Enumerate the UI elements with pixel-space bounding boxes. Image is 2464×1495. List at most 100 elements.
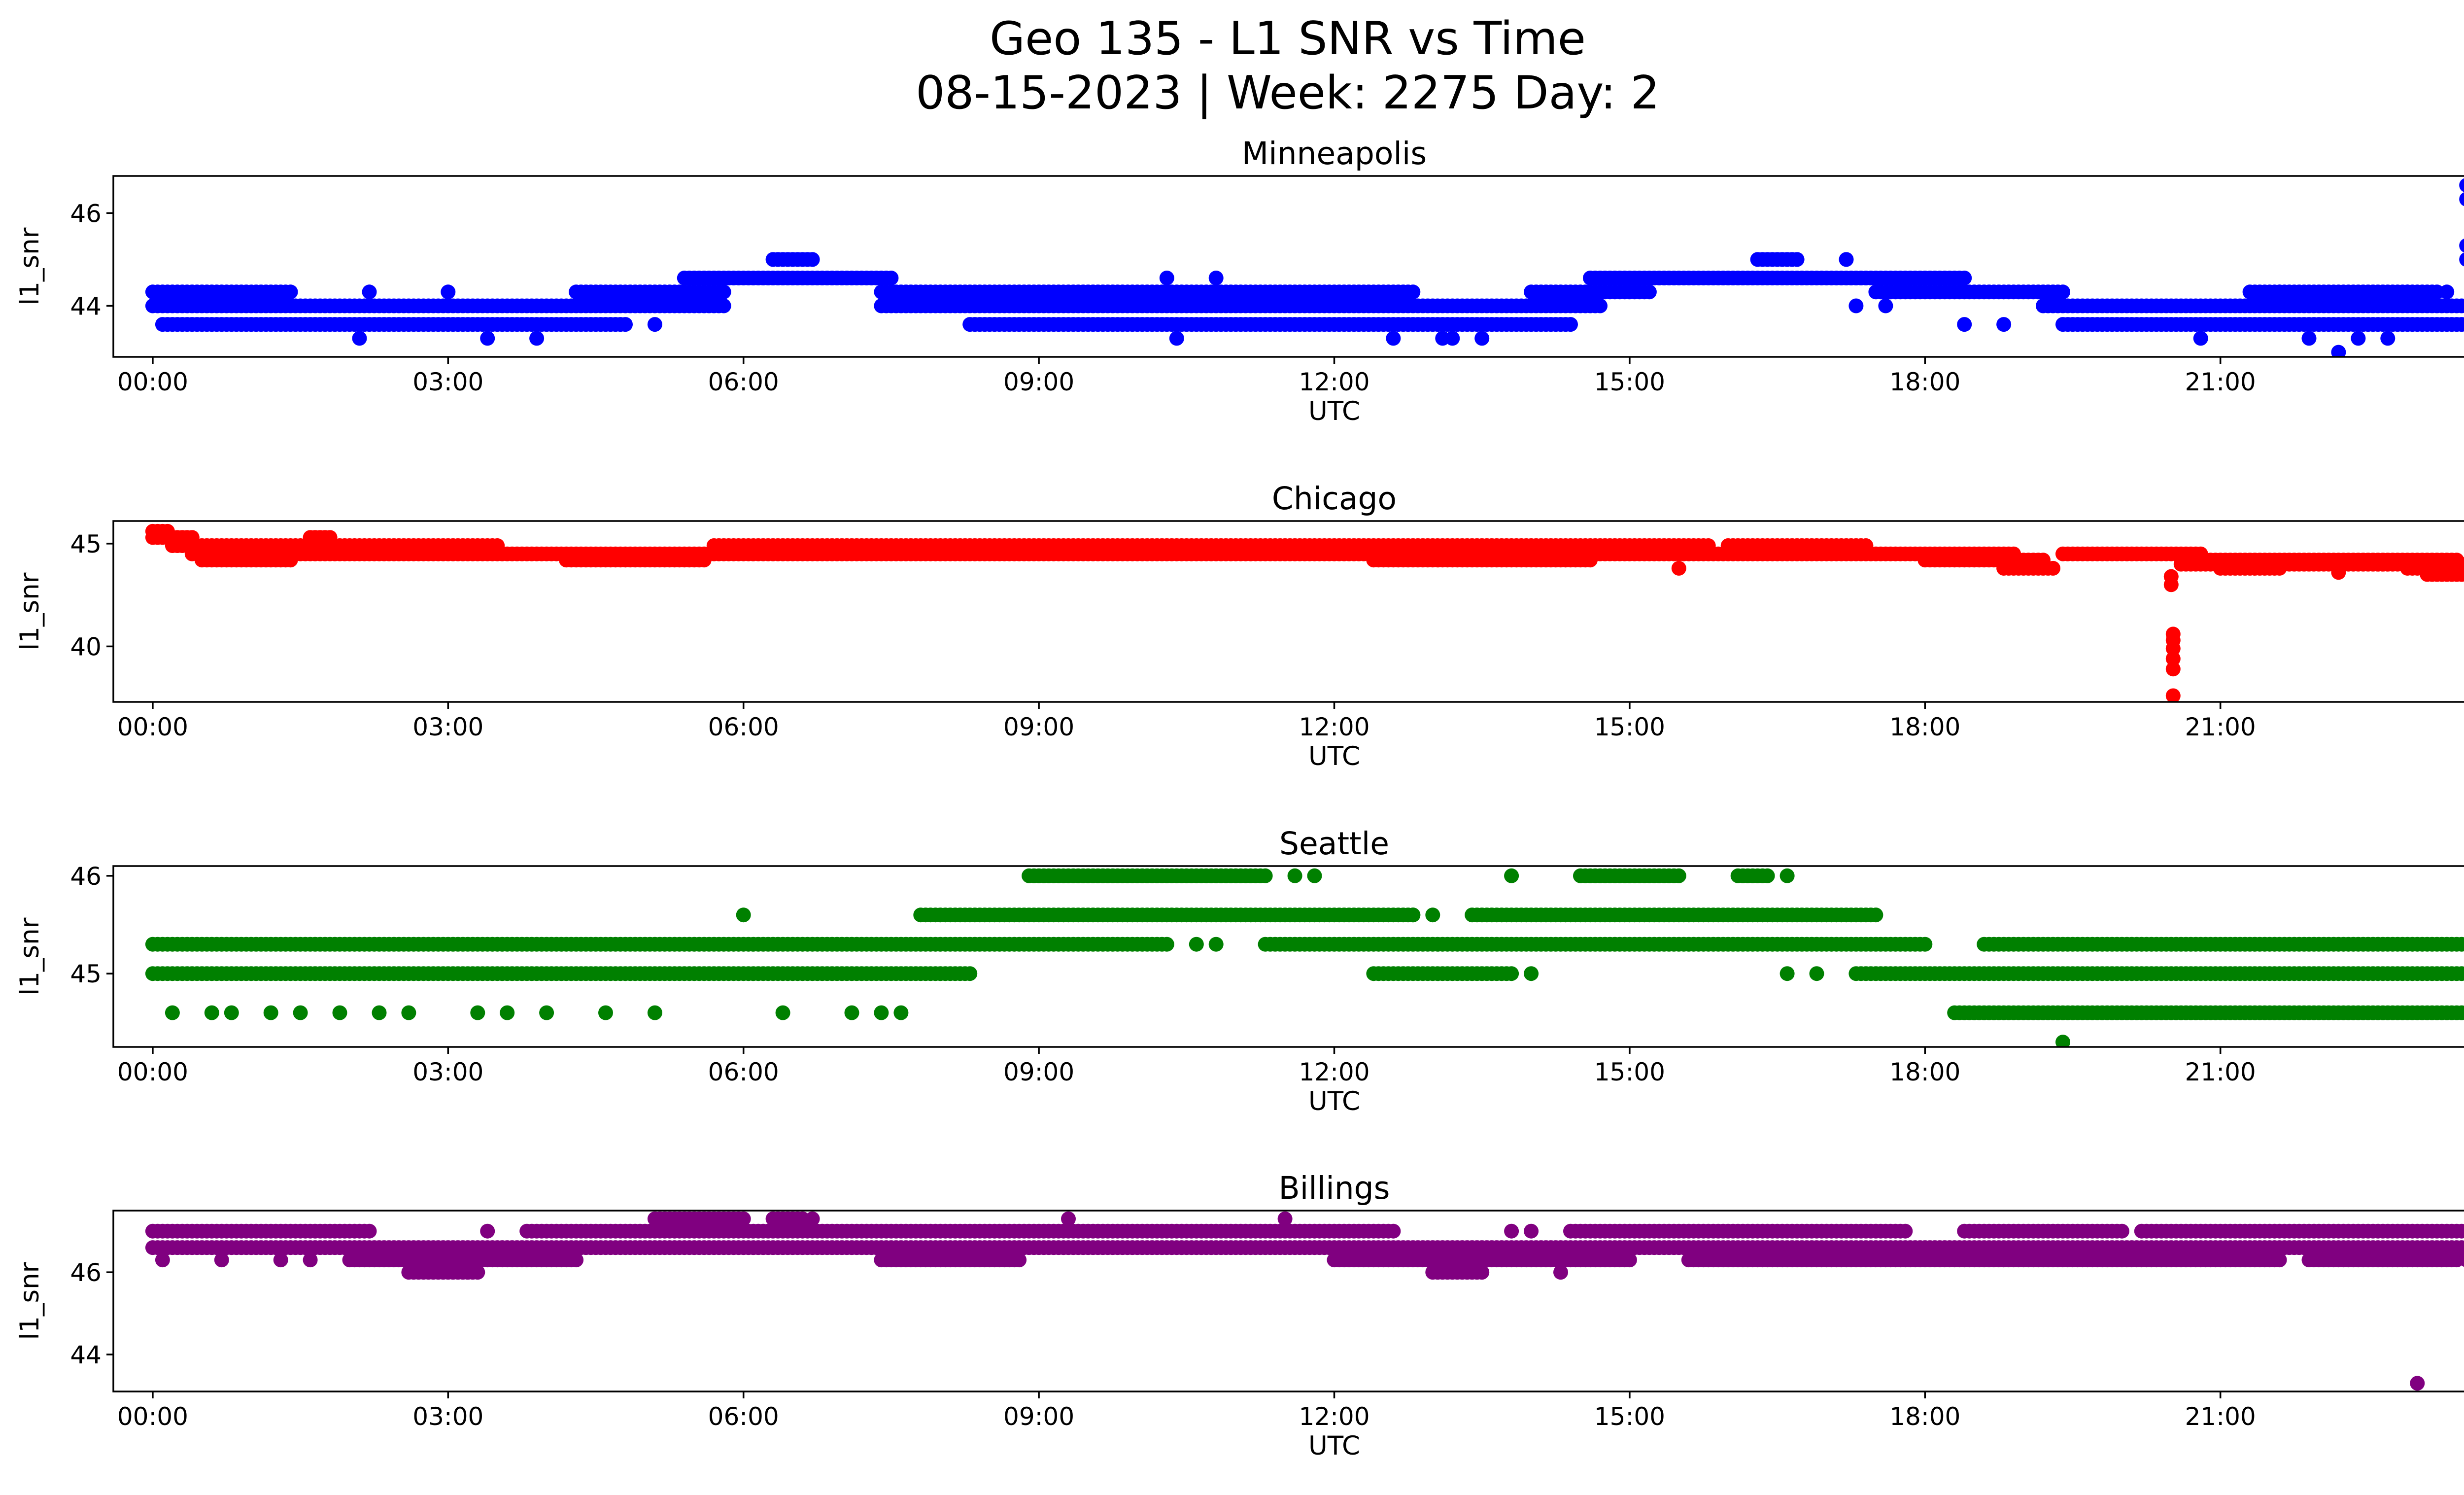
- data-point: [1287, 868, 1302, 883]
- data-point: [647, 1005, 662, 1020]
- data-point: [500, 1005, 515, 1020]
- data-point: [214, 1252, 229, 1268]
- x-tick-label: 18:00: [1889, 1402, 1960, 1431]
- data-point: [2459, 192, 2464, 207]
- data-point: [2459, 252, 2464, 267]
- data-point: [1780, 868, 1795, 883]
- y-tick-label: 44: [70, 1341, 102, 1369]
- x-tick-label: 00:00: [117, 1058, 188, 1086]
- data-point: [2165, 661, 2181, 677]
- subplot-title: Minneapolis: [1242, 136, 1427, 172]
- data-point: [1809, 966, 1824, 981]
- x-tick-label: 00:00: [117, 713, 188, 741]
- data-point: [696, 553, 712, 568]
- x-tick-label: 15:00: [1594, 368, 1665, 396]
- data-series: [145, 523, 2464, 702]
- x-tick-label: 18:00: [1889, 368, 1960, 396]
- data-point: [1839, 252, 1854, 267]
- data-point: [962, 966, 978, 981]
- y-tick-label: 40: [70, 632, 102, 661]
- x-tick-label: 03:00: [412, 368, 483, 396]
- data-point: [1671, 868, 1686, 883]
- x-axis-label: UTC: [1308, 1086, 1360, 1116]
- data-point: [2055, 284, 2070, 300]
- x-tick-label: 00:00: [117, 1402, 188, 1431]
- x-tick-label: 06:00: [708, 368, 779, 396]
- data-point: [1474, 1265, 1490, 1280]
- data-point: [2459, 937, 2464, 951]
- data-point: [204, 1005, 219, 1020]
- data-point: [874, 1005, 889, 1020]
- data-point: [293, 1005, 308, 1020]
- data-point: [2193, 331, 2208, 346]
- data-point: [362, 1223, 377, 1239]
- data-point: [736, 1211, 751, 1226]
- data-point: [273, 1252, 288, 1268]
- data-point: [2459, 567, 2464, 582]
- x-tick-label: 03:00: [412, 1402, 483, 1431]
- x-tick-label: 21:00: [2185, 713, 2256, 741]
- data-point: [805, 1211, 820, 1226]
- subplot-title: Billings: [1279, 1170, 1390, 1206]
- data-point: [2165, 688, 2181, 702]
- data-point: [1780, 966, 1795, 981]
- data-point: [2459, 1006, 2464, 1020]
- data-point: [1277, 1211, 1293, 1226]
- data-point: [1405, 907, 1421, 923]
- x-tick-label: 12:00: [1299, 713, 1369, 741]
- x-tick-label: 15:00: [1594, 1058, 1665, 1086]
- data-point: [2459, 178, 2464, 192]
- x-tick-label: 21:00: [2185, 1402, 2256, 1431]
- data-point: [1307, 868, 1322, 883]
- x-tick-label: 18:00: [1889, 1058, 1960, 1086]
- x-tick-label: 03:00: [412, 1058, 483, 1086]
- data-point: [2331, 345, 2346, 357]
- data-point: [844, 1005, 859, 1020]
- data-point: [1445, 331, 1460, 346]
- data-point: [155, 1252, 170, 1268]
- data-point: [716, 284, 731, 300]
- data-point: [2163, 569, 2179, 584]
- data-point: [1012, 1252, 1027, 1268]
- data-point: [2272, 560, 2287, 576]
- x-tick-label: 09:00: [1003, 368, 1074, 396]
- data-point: [441, 284, 456, 300]
- data-point: [2301, 331, 2317, 346]
- y-axis-label: l1_snr: [15, 1262, 45, 1340]
- x-axis-label: UTC: [1308, 396, 1360, 426]
- data-point: [1208, 937, 1224, 952]
- x-tick-label: 06:00: [708, 713, 779, 741]
- data-point: [2380, 331, 2396, 346]
- figure-title-line2: 08-15-2023 | Week: 2275 Day: 2: [916, 66, 1660, 119]
- data-point: [647, 317, 662, 332]
- data-point: [716, 298, 731, 313]
- data-point: [1760, 868, 1775, 883]
- data-point: [1917, 937, 1933, 952]
- data-point: [736, 907, 751, 923]
- data-point: [303, 1252, 318, 1268]
- y-axis-label: l1_snr: [15, 917, 45, 995]
- data-point: [1504, 966, 1519, 981]
- x-tick-label: 21:00: [2185, 1058, 2256, 1086]
- data-point: [569, 1252, 584, 1268]
- data-point: [2439, 284, 2455, 300]
- x-tick-label: 12:00: [1299, 1058, 1369, 1086]
- x-tick-label: 00:00: [117, 368, 188, 396]
- data-point: [2410, 1376, 2425, 1391]
- data-point: [1061, 1211, 1076, 1226]
- data-point: [1159, 937, 1174, 952]
- y-tick-label: 46: [70, 1258, 102, 1287]
- data-point: [2351, 331, 2366, 346]
- data-point: [1671, 560, 1686, 576]
- data-point: [283, 553, 298, 568]
- data-point: [1208, 271, 1224, 285]
- data-point: [2459, 1253, 2464, 1267]
- y-tick-label: 46: [70, 862, 102, 891]
- data-point: [529, 331, 545, 346]
- x-tick-label: 12:00: [1299, 1402, 1369, 1431]
- data-point: [1524, 1223, 1539, 1239]
- data-point: [1524, 966, 1539, 981]
